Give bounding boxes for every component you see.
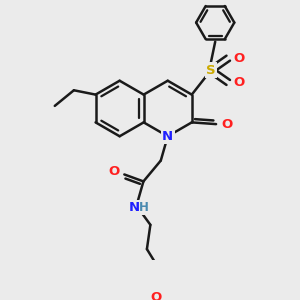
Text: O: O — [150, 291, 161, 300]
Text: O: O — [221, 118, 232, 130]
Text: N: N — [129, 201, 140, 214]
Text: N: N — [162, 130, 173, 143]
Text: S: S — [206, 64, 216, 77]
Text: O: O — [233, 76, 244, 89]
Text: H: H — [140, 201, 149, 214]
Text: O: O — [233, 52, 244, 65]
Text: O: O — [108, 165, 119, 178]
